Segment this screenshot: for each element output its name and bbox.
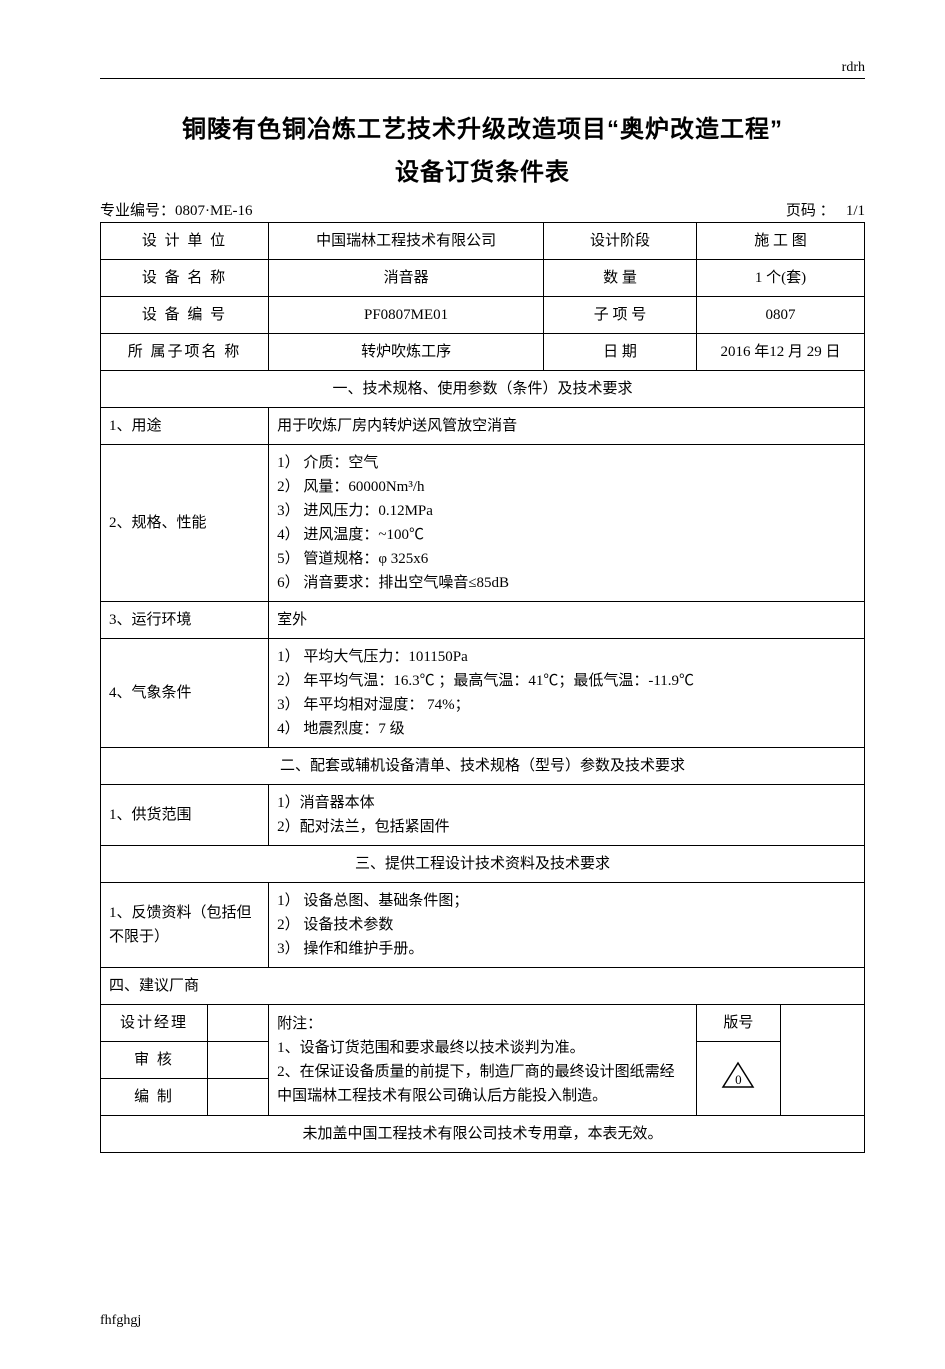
info-row: 设 备 编 号 PF0807ME01 子 项 号 0807 [101,297,865,334]
title-sub: 设备订货条件表 [100,152,865,187]
title-main: 铜陵有色铜冶炼工艺技术升级改造项目“奥炉改造工程” [100,109,865,144]
signature-table: 设计经理 附注： 1、设备订货范围和要求最终以技术谈判为准。 2、在保证设备质量… [100,1005,865,1153]
version-value: 0 [721,1070,755,1091]
supply-value: 1）消音器本体 2）配对法兰，包括紧固件 [269,785,865,846]
spec-row: 2、规格、性能 1） 介质：空气 2） 风量：60000Nm³/h 3） 进风压… [101,445,865,602]
main-table: 设 计 单 位 中国瑞林工程技术有限公司 设计阶段 施 工 图 设 备 名 称 … [100,222,865,1005]
sign-blank [207,1079,268,1116]
info-row: 设 备 名 称 消音器 数 量 1 个(套) [101,260,865,297]
note-body: 1、设备订货范围和要求最终以技术谈判为准。 2、在保证设备质量的前提下，制造厂商… [277,1040,675,1104]
spec-value-performance: 1） 介质：空气 2） 风量：60000Nm³/h 3） 进风压力：0.12MP… [269,445,865,602]
label-date: 日 期 [544,334,697,371]
label-subitem-name: 所 属子项名 称 [101,334,269,371]
page-value: 1/1 [846,203,865,219]
note-cell: 附注： 1、设备订货范围和要求最终以技术谈判为准。 2、在保证设备质量的前提下，… [269,1005,697,1116]
sign-review: 审 核 [101,1042,208,1079]
meta-row: 专业编号：0807·ME-16 页码 ： 1/1 [100,199,865,220]
spec-label-usage: 1、用途 [101,408,269,445]
spec-number-value: 0807·ME-16 [175,203,253,219]
disclaimer: 未加盖中国工程技术有限公司技术专用章，本表无效。 [101,1116,865,1153]
label-design-unit: 设 计 单 位 [101,223,269,260]
version-value-cell: 0 [696,1042,780,1116]
feedback-row: 1、反馈资料（包括但不限于） 1） 设备总图、基础条件图； 2） 设备技术参数 … [101,883,865,968]
label-equipment-code: 设 备 编 号 [101,297,269,334]
spec-label-performance: 2、规格、性能 [101,445,269,602]
spec-value-usage: 用于吹炼厂房内转炉送风管放空消音 [269,408,865,445]
header-mark: rdrh [100,60,865,79]
sign-blank [207,1005,268,1042]
value-subitem-name: 转炉吹炼工序 [269,334,544,371]
spec-label-weather: 4、气象条件 [101,639,269,748]
sign-prepare: 编 制 [101,1079,208,1116]
supply-row: 1、供货范围 1）消音器本体 2）配对法兰，包括紧固件 [101,785,865,846]
feedback-value: 1） 设备总图、基础条件图； 2） 设备技术参数 3） 操作和维护手册。 [269,883,865,968]
section-3-header-row: 三、提供工程设计技术资料及技术要求 [101,846,865,883]
section-2-header-row: 二、配套或辅机设备清单、技术规格（型号）参数及技术要求 [101,748,865,785]
label-design-phase: 设计阶段 [544,223,697,260]
info-row: 所 属子项名 称 转炉吹炼工序 日 期 2016 年12 月 29 日 [101,334,865,371]
value-equipment-name: 消音器 [269,260,544,297]
vendor-label: 四、建议厂商 [101,968,865,1005]
value-date: 2016 年12 月 29 日 [696,334,864,371]
footer-mark: fhfghgj [100,1313,865,1329]
vendor-row: 四、建议厂商 [101,968,865,1005]
sign-blank [207,1042,268,1079]
label-subitem-code: 子 项 号 [544,297,697,334]
sign-design-manager: 设计经理 [101,1005,208,1042]
value-quantity: 1 个(套) [696,260,864,297]
sign-row-1: 设计经理 附注： 1、设备订货范围和要求最终以技术谈判为准。 2、在保证设备质量… [101,1005,865,1042]
triangle-icon: 0 [721,1061,755,1089]
section-1-header: 一、技术规格、使用参数（条件）及技术要求 [101,371,865,408]
label-equipment-name: 设 备 名 称 [101,260,269,297]
meta-right: 页码 ： 1/1 [786,199,865,220]
feedback-label: 1、反馈资料（包括但不限于） [101,883,269,968]
spec-number-label: 专业编号： [100,203,175,219]
value-equipment-code: PF0807ME01 [269,297,544,334]
label-quantity: 数 量 [544,260,697,297]
section-2-header: 二、配套或辅机设备清单、技术规格（型号）参数及技术要求 [101,748,865,785]
spec-row: 1、用途 用于吹炼厂房内转炉送风管放空消音 [101,408,865,445]
value-design-phase: 施 工 图 [696,223,864,260]
note-title: 附注： [277,1016,322,1032]
spec-label-environment: 3、运行环境 [101,602,269,639]
value-subitem-code: 0807 [696,297,864,334]
section-3-header: 三、提供工程设计技术资料及技术要求 [101,846,865,883]
section-1-header-row: 一、技术规格、使用参数（条件）及技术要求 [101,371,865,408]
page-label: 页码 ： [786,203,835,219]
disclaimer-row: 未加盖中国工程技术有限公司技术专用章，本表无效。 [101,1116,865,1153]
spec-row: 4、气象条件 1） 平均大气压力：101150Pa 2） 年平均气温：16.3℃… [101,639,865,748]
spec-value-weather: 1） 平均大气压力：101150Pa 2） 年平均气温：16.3℃ ；最高气温：… [269,639,865,748]
version-label: 版号 [696,1005,780,1042]
supply-label: 1、供货范围 [101,785,269,846]
spec-value-environment: 室外 [269,602,865,639]
blank-right [780,1005,864,1116]
meta-left: 专业编号：0807·ME-16 [100,199,253,220]
spec-row: 3、运行环境 室外 [101,602,865,639]
info-row: 设 计 单 位 中国瑞林工程技术有限公司 设计阶段 施 工 图 [101,223,865,260]
value-design-unit: 中国瑞林工程技术有限公司 [269,223,544,260]
document-page: rdrh 铜陵有色铜冶炼工艺技术升级改造项目“奥炉改造工程” 设备订货条件表 专… [0,0,945,1369]
